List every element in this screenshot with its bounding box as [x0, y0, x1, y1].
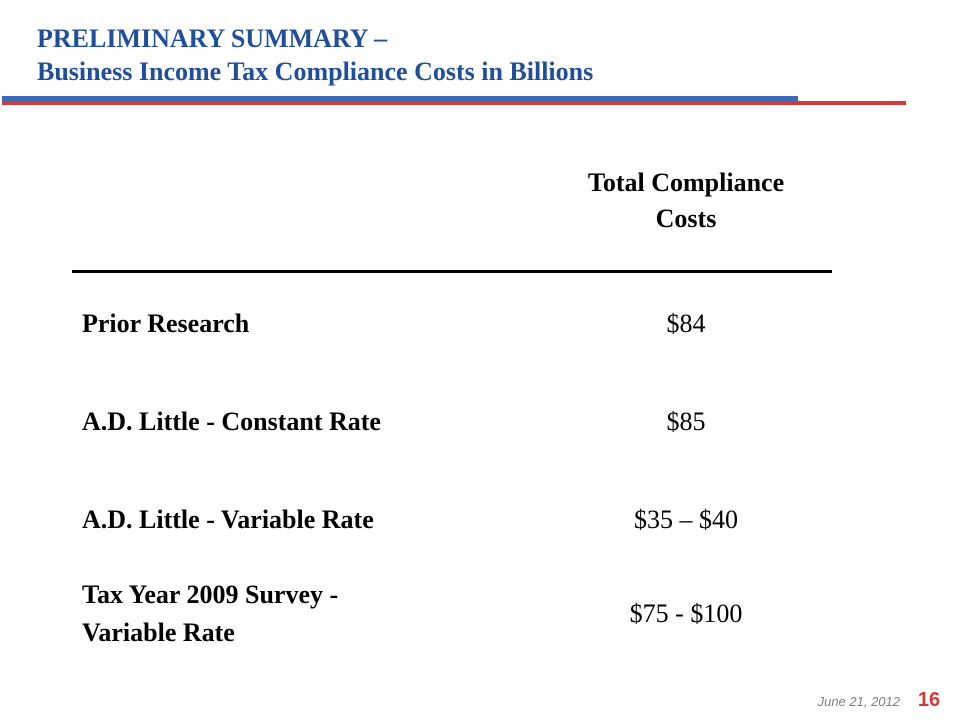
table-header-rule	[72, 270, 832, 273]
title-underline-red	[2, 101, 906, 105]
row-label: Prior Research	[82, 309, 250, 338]
row-label-line-1: Tax Year 2009 Survey -	[82, 580, 339, 609]
title-underline-blue	[2, 96, 798, 101]
row-label: A.D. Little - Constant Rate	[82, 407, 381, 436]
row-value: $75 - $100	[629, 599, 743, 628]
slide-title-line-1: PRELIMINARY SUMMARY –	[37, 24, 388, 53]
slide-title-line-2: Business Income Tax Compliance Costs in …	[37, 57, 594, 86]
column-header-line-2: Costs	[655, 204, 717, 233]
footer-date: June 21, 2012	[817, 694, 900, 709]
row-label-line-2: Variable Rate	[82, 618, 235, 647]
slide-title: PRELIMINARY SUMMARY – Business Income Ta…	[37, 22, 897, 88]
row-value: $84	[666, 309, 706, 338]
column-header-line-1: Total Compliance	[587, 168, 785, 197]
row-label: A.D. Little - Variable Rate	[82, 505, 374, 534]
row-value: $85	[666, 407, 706, 436]
column-header-total-compliance-costs: Total Compliance Costs	[520, 165, 852, 237]
row-value: $35 – $40	[634, 505, 738, 534]
page-number: 16	[917, 689, 941, 711]
